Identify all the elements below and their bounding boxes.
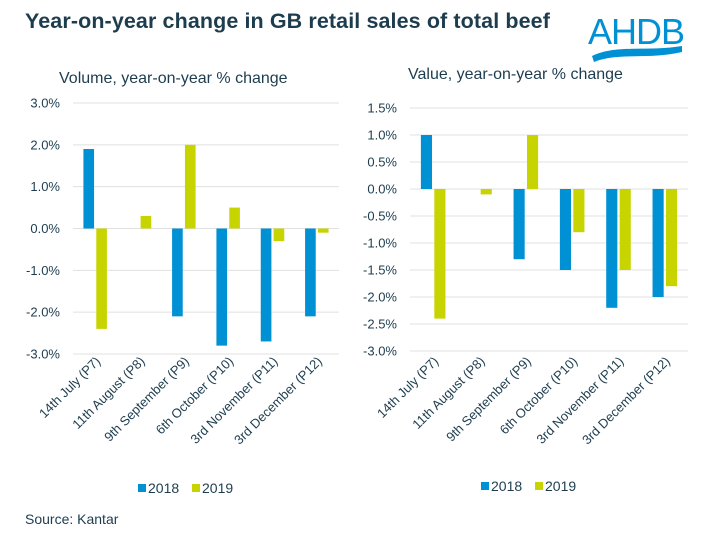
bar-2019-4 <box>573 189 585 233</box>
bar-2019-5 <box>619 189 631 270</box>
wave-icon <box>592 46 682 62</box>
y-tick-label: -2.0% <box>363 290 397 305</box>
y-tick-label: -3.0% <box>26 347 60 362</box>
bar-2018-3 <box>513 189 525 260</box>
bar-2018-4 <box>559 189 572 270</box>
x-tick-label: 3rd November (P11) <box>533 354 626 447</box>
ahdb-logo-text: AHDB <box>588 11 684 52</box>
x-tick-label: 6th October (P10) <box>497 354 581 438</box>
y-tick-label: -3.0% <box>363 344 397 359</box>
bar-2019-1 <box>96 228 107 329</box>
bar-2019-3 <box>526 135 539 189</box>
y-tick-label: 1.0% <box>367 128 397 143</box>
bar-2018-4 <box>216 228 228 346</box>
value-chart-title: Value, year-on-year % change <box>408 66 623 83</box>
y-tick-label: -2.5% <box>363 317 397 332</box>
y-tick-label: -1.0% <box>363 236 397 251</box>
legend-label-2019: 2019 <box>545 478 576 494</box>
legend-swatch-2018 <box>481 482 489 490</box>
y-tick-label: 1.5% <box>367 101 397 116</box>
x-tick-label: 9th September (P9) <box>443 354 534 445</box>
bar-2019-6 <box>665 189 678 287</box>
bar-2018-5 <box>260 228 272 342</box>
value-chart: Value, year-on-year % change 1.5% 1.0% 0.5%… <box>363 66 688 494</box>
y-tick-label: -0.5% <box>363 209 397 224</box>
page-title: Year-on-year change in GB retail sales o… <box>25 9 550 33</box>
bar-2018-6 <box>305 228 316 317</box>
legend-swatch-2018 <box>138 484 146 492</box>
y-tick-label: -1.5% <box>363 263 397 278</box>
y-tick-label: 2.0% <box>30 137 60 152</box>
bar-2019-5 <box>273 228 285 242</box>
bar-2018-1 <box>83 149 95 229</box>
y-tick-label: 3.0% <box>30 96 60 111</box>
bar-2018-6 <box>652 189 664 297</box>
bar-2019-6 <box>317 228 329 233</box>
bar-2018-5 <box>606 189 618 308</box>
legend-label-2019: 2019 <box>202 480 233 496</box>
y-tick-label: -1.0% <box>26 263 60 278</box>
y-tick-label: 0.5% <box>367 155 397 170</box>
y-tick-label: 0.0% <box>30 221 60 236</box>
volume-chart: Volume, year-on-year % change 3.0% 2.0% 1.0… <box>26 70 339 496</box>
bar-2019-4 <box>229 207 240 229</box>
bar-2019-2 <box>140 215 152 229</box>
bar-2019-2 <box>480 189 492 195</box>
legend-label-2018: 2018 <box>491 478 522 494</box>
y-tick-label: -2.0% <box>26 305 60 320</box>
bar-2018-3 <box>172 228 183 317</box>
source-note: Source: Kantar <box>25 511 119 527</box>
legend-label-2018: 2018 <box>148 480 179 496</box>
y-tick-label: 1.0% <box>30 179 60 194</box>
volume-chart-title: Volume, year-on-year % change <box>59 70 288 87</box>
bar-2018-1 <box>420 135 433 189</box>
legend-swatch-2019 <box>192 484 200 492</box>
y-tick-label: 0.0% <box>367 182 397 197</box>
ahdb-logo: AHDB <box>588 11 685 62</box>
bar-2019-3 <box>184 144 196 229</box>
x-tick-label: 3rd December (P12) <box>579 354 673 448</box>
bar-2019-1 <box>434 189 446 319</box>
legend-swatch-2019 <box>535 482 543 490</box>
